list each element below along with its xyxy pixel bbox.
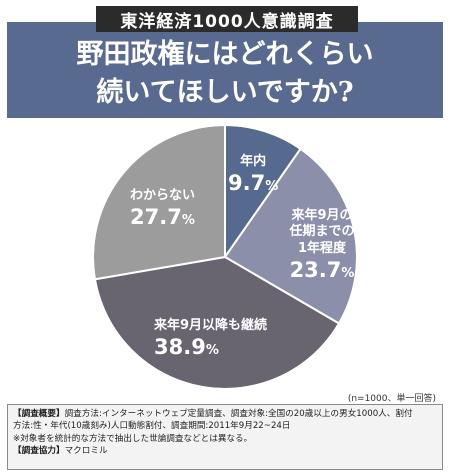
pie-outline [92,124,358,390]
survey-footer: 【調査概要】調査方法:インターネットウェブ定量調査、調査対象:全国の20歳以上の… [7,404,443,470]
sample-note: (n=1000、単一回答) [347,394,436,404]
slice-1-category-line-2: 任期までの [289,224,355,240]
slice-0-category: 年内 [240,154,267,169]
slice-1-category-line-3: 1年程度 [297,240,347,256]
headline-line-1: 野田政権にはどれくらい [76,39,374,70]
slice-3-value: 27.7% [130,205,195,230]
survey-badge: 東洋経済1000人意識調査 [96,6,358,32]
slice-0-value: 9.7% [228,171,279,196]
chart-headline: 野田政権にはどれくらい 続いてほしいですか? [7,22,443,118]
slice-label-1: 来年9月の 任期までの 1年程度 23.7% [262,208,382,283]
footer-line-4: 【調査協力】マクロミル [13,446,108,457]
footer-line-1: 【調査概要】調査方法:インターネットウェブ定量調査、調査対象:全国の20歳以上の… [13,409,413,419]
slice-2-category: 来年9月以降も継続 [154,318,268,333]
slice-2-value: 38.9% [154,335,219,360]
footer-line-3: ※対象者を統計的な方法で抽出した世論調査などとは異なる。 [13,433,253,444]
slice-label-3: わからない 27.7% [130,188,195,231]
footer-line-2: 方法:性・年代(10歳刻み)人口動態割付、調査期間:2011年9月22~24日 [13,421,291,432]
pie-chart: 年内 9.7% 来年9月の 任期までの 1年程度 23.7% 来年9月以降も継続… [0,118,450,400]
headline-line-2: 続いてほしいですか? [96,77,354,108]
slice-1-value: 23.7% [289,257,355,282]
slice-3-category: わからない [130,188,196,203]
slice-label-0: 年内 9.7% [228,154,278,197]
slice-1-category-line-1: 来年9月の [291,208,353,223]
slice-label-2: 来年9月以降も継続 38.9% [154,318,267,361]
pie-chart-svg [92,123,358,390]
